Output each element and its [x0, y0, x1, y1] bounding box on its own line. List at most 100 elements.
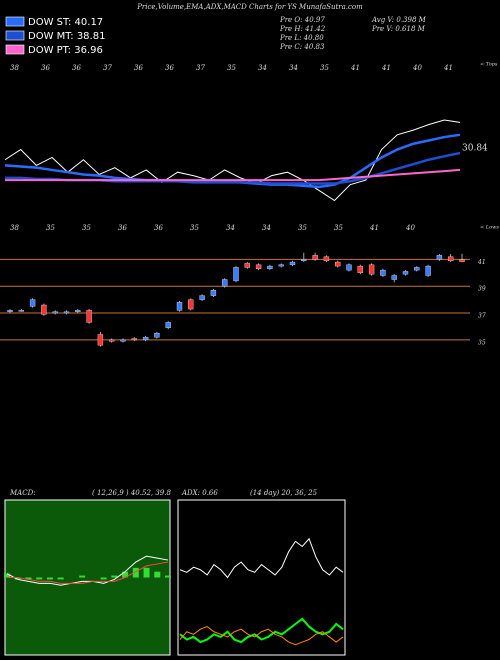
candle-body	[448, 256, 454, 261]
candle-body	[255, 264, 262, 269]
top-label: 37	[103, 64, 112, 72]
candle-body	[154, 332, 160, 338]
top-label: 35	[320, 64, 329, 72]
candle-body	[108, 339, 115, 342]
candle-body	[86, 310, 92, 323]
top-label: 41	[443, 64, 453, 72]
bottom-label: 35	[298, 224, 307, 232]
candle-body	[380, 269, 386, 276]
adx-line	[179, 617, 344, 644]
y-tick-label: 37	[478, 313, 486, 320]
info-text: Pre L: 40.80	[279, 34, 324, 42]
macd-panel	[4, 499, 171, 656]
top-label: 36	[72, 64, 81, 72]
adx-params: (14 day) 20, 36, 25	[250, 489, 318, 497]
bottom-label: 35	[82, 224, 91, 232]
adx-label: ADX: 0.66	[181, 489, 218, 497]
info-text: Pre C: 40.83	[279, 43, 325, 51]
candle-body	[436, 255, 443, 260]
macd-histogram	[36, 577, 43, 580]
macd-histogram	[79, 575, 86, 578]
legend-label: DOW PT: 36.96	[28, 45, 103, 56]
bottom-label: 36	[118, 224, 127, 232]
top-label: 34	[289, 64, 298, 72]
bottom-label: 34	[262, 224, 271, 232]
top-label: 34	[258, 64, 267, 72]
candle-body	[346, 264, 352, 271]
candle-body	[97, 334, 104, 346]
candle-body	[199, 295, 205, 300]
candle-body	[120, 339, 126, 342]
candle-body	[29, 299, 36, 307]
macd-histogram	[57, 577, 64, 580]
candle-body	[357, 265, 363, 274]
candle-body	[278, 264, 284, 267]
bottom-label: 38	[10, 224, 19, 232]
candle-body	[312, 255, 318, 260]
bottom-label: 34	[226, 224, 235, 232]
candle-body	[41, 304, 47, 315]
adx-line	[179, 537, 344, 579]
info-text: Avg V: 0.398 M	[371, 16, 427, 24]
legend-swatch	[5, 16, 25, 27]
candle-body	[368, 264, 375, 275]
candle-body	[414, 267, 420, 271]
top-label: 35	[227, 64, 236, 72]
candle-body	[188, 299, 194, 310]
candle-body	[459, 259, 465, 262]
candle-body	[233, 267, 239, 282]
info-text: Pre H: 41.42	[279, 25, 326, 33]
candle-body	[63, 311, 70, 314]
candle-body	[289, 261, 296, 265]
y-tick-label: 41	[477, 259, 486, 266]
top-label: 36	[134, 64, 143, 72]
macd-histogram	[111, 575, 118, 578]
ema-line	[5, 168, 461, 182]
bottom-label: 35	[334, 224, 343, 232]
candle-body	[52, 311, 58, 314]
top-label: 37	[196, 64, 205, 72]
candle-body	[335, 261, 341, 267]
adx-panel	[177, 499, 346, 656]
top-label: 36	[41, 64, 50, 72]
candle-body	[301, 259, 307, 261]
macd-histogram	[143, 567, 150, 578]
macd-histogram	[122, 571, 129, 578]
candle-body	[210, 290, 217, 296]
info-text: Pre V: 0.618 M	[371, 25, 426, 33]
top-label: 41	[381, 64, 391, 72]
bottom-label: 36	[154, 224, 163, 232]
macd-histogram	[14, 577, 21, 580]
legend-swatch	[5, 44, 25, 55]
top-label: 41	[350, 64, 360, 72]
tops-label: < Tops	[480, 62, 498, 68]
candle-body	[221, 279, 228, 287]
macd-histogram	[100, 577, 107, 580]
candle-body	[176, 302, 183, 311]
bottom-label: 40	[405, 224, 415, 232]
candle-body	[391, 275, 397, 280]
macd-histogram	[25, 577, 32, 580]
legend-label: DOW ST: 40.17	[28, 17, 103, 28]
lows-label: < Lows	[480, 225, 499, 231]
top-label: 40	[412, 64, 422, 72]
candle-body	[244, 263, 251, 268]
macd-histogram	[165, 575, 171, 578]
candle-body	[142, 336, 149, 341]
top-label: 38	[10, 64, 19, 72]
candle-body	[425, 265, 431, 276]
candle-body	[131, 338, 138, 341]
candle-body	[75, 310, 81, 312]
macd-params: ( 12,26,9 ) 40.52, 39.8	[92, 489, 171, 497]
ema-line	[4, 119, 461, 202]
legend-label: DOW MT: 38.81	[28, 31, 105, 42]
bottom-label: 41	[369, 224, 379, 232]
candle-body	[267, 265, 273, 269]
macd-histogram	[4, 573, 10, 578]
annotation: 30.84	[462, 144, 488, 154]
candle-body	[7, 310, 13, 312]
bottom-label: 35	[46, 224, 55, 232]
legend-swatch	[5, 30, 25, 41]
